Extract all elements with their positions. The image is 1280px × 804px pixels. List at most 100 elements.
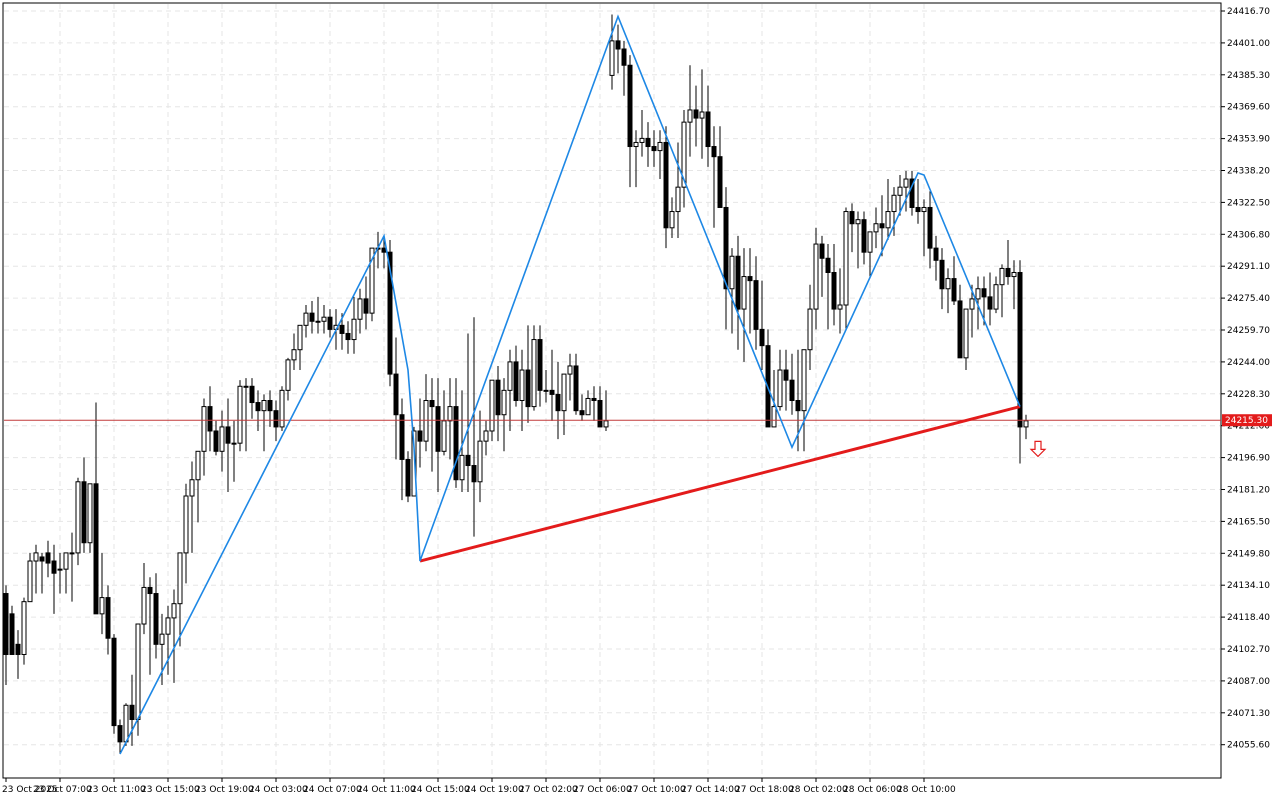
candle-body[interactable] bbox=[153, 593, 159, 645]
candle-body[interactable] bbox=[405, 458, 411, 497]
candle-body[interactable] bbox=[99, 597, 105, 615]
candle-body[interactable] bbox=[615, 40, 621, 50]
candle-body[interactable] bbox=[513, 361, 519, 402]
candle-body[interactable] bbox=[129, 704, 135, 721]
candle-body[interactable] bbox=[45, 552, 51, 564]
candle-body[interactable] bbox=[687, 109, 693, 123]
candle-body[interactable] bbox=[711, 146, 717, 158]
candle-body[interactable] bbox=[507, 361, 513, 391]
candle-body[interactable] bbox=[609, 40, 615, 76]
candle-body[interactable] bbox=[813, 243, 819, 310]
candle-body[interactable] bbox=[87, 483, 93, 544]
candle-body[interactable] bbox=[117, 725, 123, 743]
candle-body[interactable] bbox=[819, 243, 825, 259]
candle-body[interactable] bbox=[471, 465, 477, 483]
candle-body[interactable] bbox=[21, 601, 27, 655]
candle-body[interactable] bbox=[651, 146, 657, 152]
candle-body[interactable] bbox=[759, 328, 765, 347]
candle-body[interactable] bbox=[933, 247, 939, 261]
candle-body[interactable] bbox=[483, 430, 489, 442]
candle-body[interactable] bbox=[159, 633, 165, 645]
candle-body[interactable] bbox=[693, 109, 699, 119]
candle-body[interactable] bbox=[735, 255, 741, 310]
candle-body[interactable] bbox=[207, 406, 213, 432]
candle-body[interactable] bbox=[447, 406, 453, 422]
candle-body[interactable] bbox=[417, 430, 423, 442]
candle-body[interactable] bbox=[879, 223, 885, 229]
candle-body[interactable] bbox=[201, 406, 207, 452]
candle-body[interactable] bbox=[993, 284, 999, 310]
candle-body[interactable] bbox=[903, 178, 909, 188]
candle-body[interactable] bbox=[489, 379, 495, 432]
candle-body[interactable] bbox=[411, 430, 417, 497]
trend-line[interactable] bbox=[419, 405, 1021, 563]
candle-body[interactable] bbox=[981, 288, 987, 298]
candle-body[interactable] bbox=[51, 560, 57, 574]
candle-body[interactable] bbox=[141, 586, 147, 625]
candle-body[interactable] bbox=[261, 400, 267, 412]
candle-body[interactable] bbox=[585, 397, 591, 416]
candle-body[interactable] bbox=[393, 373, 399, 416]
candle-body[interactable] bbox=[777, 369, 783, 408]
candle-body[interactable] bbox=[873, 223, 879, 233]
candle-body[interactable] bbox=[135, 623, 141, 721]
candle-body[interactable] bbox=[351, 318, 357, 341]
candle-body[interactable] bbox=[237, 385, 243, 444]
candle-body[interactable] bbox=[705, 111, 711, 148]
candle-body[interactable] bbox=[297, 324, 303, 351]
candle-body[interactable] bbox=[837, 304, 843, 310]
candle-body[interactable] bbox=[861, 219, 867, 253]
candle-body[interactable] bbox=[321, 316, 327, 322]
candle-body[interactable] bbox=[963, 308, 969, 359]
candle-body[interactable] bbox=[921, 206, 927, 213]
candle-body[interactable] bbox=[435, 406, 441, 452]
candle-body[interactable] bbox=[291, 349, 297, 361]
candle-body[interactable] bbox=[909, 178, 915, 208]
candle-body[interactable] bbox=[243, 385, 249, 388]
candle-body[interactable] bbox=[57, 568, 63, 571]
candle-body[interactable] bbox=[369, 247, 375, 314]
candle-body[interactable] bbox=[639, 137, 645, 143]
candle-body[interactable] bbox=[885, 211, 891, 229]
candle-body[interactable] bbox=[969, 298, 975, 310]
candle-body[interactable] bbox=[525, 369, 531, 408]
candle-body[interactable] bbox=[939, 259, 945, 290]
candle-body[interactable] bbox=[27, 560, 33, 603]
candle-body[interactable] bbox=[843, 211, 849, 306]
candle-body[interactable] bbox=[597, 400, 603, 428]
candle-body[interactable] bbox=[1011, 271, 1017, 278]
candle-body[interactable] bbox=[531, 339, 537, 408]
candle-body[interactable] bbox=[177, 552, 183, 605]
candle-body[interactable] bbox=[399, 414, 405, 460]
candle-body[interactable] bbox=[795, 400, 801, 412]
candle-body[interactable] bbox=[975, 288, 981, 300]
candle-body[interactable] bbox=[945, 278, 951, 290]
candle-body[interactable] bbox=[165, 617, 171, 635]
candle-body[interactable] bbox=[663, 141, 669, 229]
candle-body[interactable] bbox=[465, 454, 471, 467]
candle-body[interactable] bbox=[381, 247, 387, 253]
candle-body[interactable] bbox=[3, 593, 9, 655]
candle-body[interactable] bbox=[789, 379, 795, 402]
candle-body[interactable] bbox=[897, 186, 903, 196]
candle-body[interactable] bbox=[855, 219, 861, 225]
candle-body[interactable] bbox=[171, 603, 177, 619]
candle-body[interactable] bbox=[951, 278, 957, 302]
candle-body[interactable] bbox=[603, 420, 609, 428]
candle-body[interactable] bbox=[927, 206, 933, 249]
candle-body[interactable] bbox=[549, 389, 555, 395]
candle-body[interactable] bbox=[189, 479, 195, 497]
candle-body[interactable] bbox=[753, 280, 759, 330]
candle-body[interactable] bbox=[477, 440, 483, 483]
candle-body[interactable] bbox=[741, 276, 747, 310]
candle-body[interactable] bbox=[825, 257, 831, 273]
candle-body[interactable] bbox=[771, 406, 777, 428]
candle-body[interactable] bbox=[111, 637, 117, 727]
candle-body[interactable] bbox=[717, 156, 723, 208]
candle-body[interactable] bbox=[345, 332, 351, 341]
candle-body[interactable] bbox=[423, 400, 429, 442]
candle-body[interactable] bbox=[1023, 420, 1029, 428]
candle-body[interactable] bbox=[279, 389, 285, 428]
